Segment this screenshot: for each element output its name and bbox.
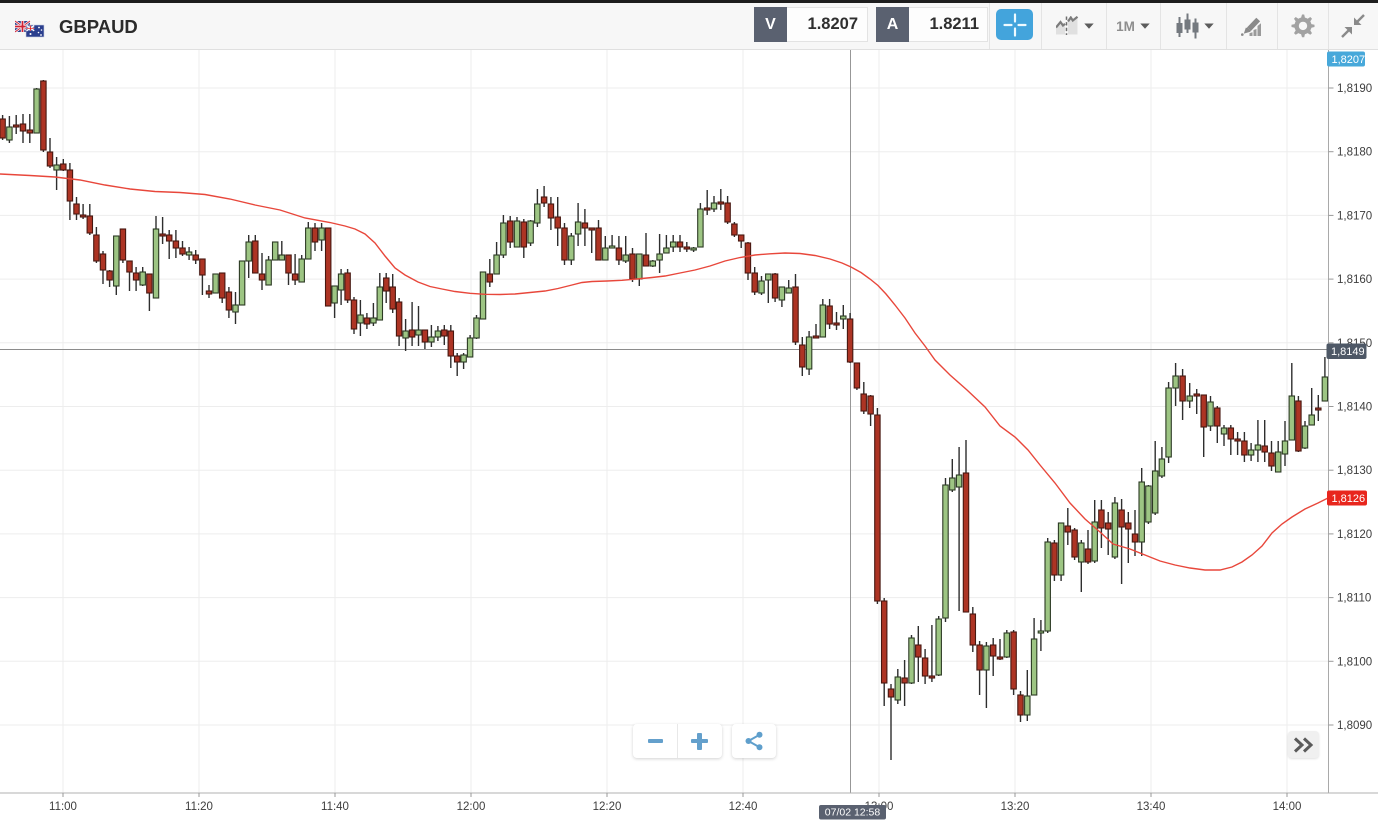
svg-text:12:00: 12:00 — [457, 801, 486, 813]
svg-text:1,8149: 1,8149 — [1331, 346, 1365, 358]
svg-text:13:40: 13:40 — [1137, 801, 1166, 813]
svg-text:1,8160: 1,8160 — [1337, 274, 1372, 286]
svg-text:1,8190: 1,8190 — [1337, 83, 1372, 95]
svg-text:11:00: 11:00 — [49, 801, 77, 813]
svg-text:11:40: 11:40 — [321, 801, 349, 813]
svg-text:1,8126: 1,8126 — [1332, 493, 1366, 505]
svg-text:1,8090: 1,8090 — [1337, 720, 1372, 732]
svg-text:07/02 12:58: 07/02 12:58 — [825, 807, 881, 819]
svg-text:1,8130: 1,8130 — [1337, 465, 1372, 477]
svg-text:1,8100: 1,8100 — [1337, 656, 1372, 668]
svg-text:1,8180: 1,8180 — [1337, 147, 1372, 159]
svg-text:12:20: 12:20 — [593, 801, 622, 813]
svg-text:1,8170: 1,8170 — [1337, 210, 1372, 222]
svg-text:1,8140: 1,8140 — [1337, 402, 1372, 414]
svg-text:1,8110: 1,8110 — [1337, 593, 1371, 605]
svg-text:1,8207: 1,8207 — [1332, 54, 1366, 66]
svg-text:14:00: 14:00 — [1273, 801, 1302, 813]
svg-text:11:20: 11:20 — [185, 801, 213, 813]
svg-text:1,8120: 1,8120 — [1337, 529, 1372, 541]
svg-text:12:40: 12:40 — [729, 801, 758, 813]
svg-text:13:20: 13:20 — [1001, 801, 1030, 813]
